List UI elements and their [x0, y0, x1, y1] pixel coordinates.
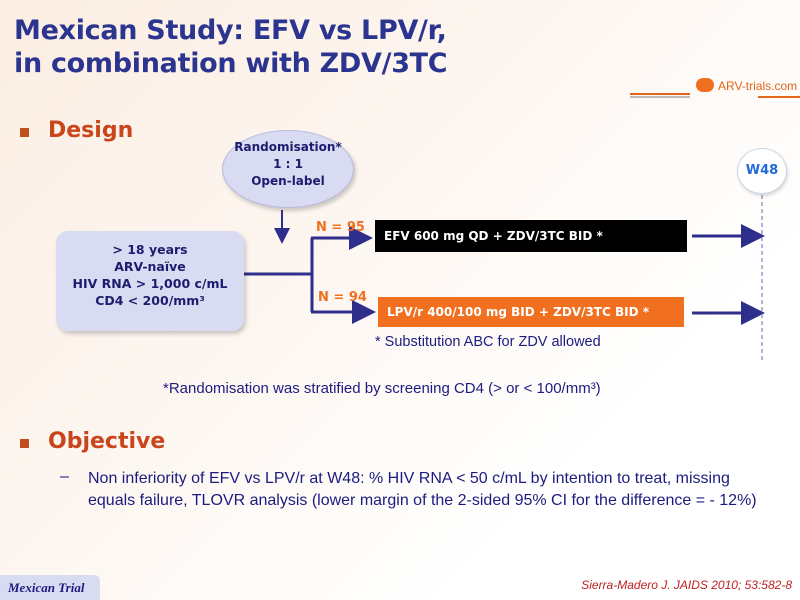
- design-heading: Design: [48, 118, 134, 143]
- randomisation-type: Open-label: [251, 174, 325, 188]
- title-line-1: Mexican Study: EFV vs LPV/r,: [14, 15, 447, 46]
- criteria-rna: HIV RNA > 1,000 c/mL: [72, 276, 228, 291]
- trial-tag: Mexican Trial: [0, 575, 100, 600]
- title-line-2: in combination with ZDV/3TC: [14, 48, 448, 79]
- objective-heading: Objective: [48, 429, 166, 454]
- objective-text: Non inferiority of EFV vs LPV/r at W48: …: [88, 470, 757, 509]
- week-48-marker: W48: [737, 148, 787, 194]
- arm-lpv-box: LPV/r 400/100 mg BID + ZDV/3TC BID *: [378, 297, 684, 327]
- randomisation-label: Randomisation*: [234, 140, 342, 154]
- criteria-cd4: CD4 < 200/mm³: [95, 293, 205, 308]
- citation: Sierra-Madero J. JAIDS 2010; 53:582-8: [581, 578, 792, 592]
- dash-bullet: –: [60, 468, 69, 485]
- criteria-naive: ARV-naïve: [114, 259, 186, 274]
- bullet-icon: [20, 439, 29, 448]
- stratification-note: *Randomisation was stratified by screeni…: [163, 380, 601, 397]
- criteria-age: > 18 years: [112, 242, 188, 257]
- randomisation-ratio: 1 : 1: [273, 157, 303, 171]
- randomisation-bubble: Randomisation* 1 : 1 Open-label: [222, 130, 354, 208]
- pill-bottle-icon: [696, 78, 714, 92]
- arv-trials-logo: ARV-trials.com: [630, 76, 800, 100]
- arm-2-n: N = 94: [318, 290, 367, 305]
- arm-efv-box: EFV 600 mg QD + ZDV/3TC BID *: [375, 220, 687, 252]
- bullet-icon: [20, 128, 29, 137]
- slide-title: Mexican Study: EFV vs LPV/r, in combinat…: [14, 14, 448, 80]
- inclusion-criteria-box: > 18 years ARV-naïve HIV RNA > 1,000 c/m…: [56, 231, 244, 331]
- substitution-footnote: * Substitution ABC for ZDV allowed: [375, 334, 601, 350]
- arm-1-n: N = 95: [316, 220, 365, 235]
